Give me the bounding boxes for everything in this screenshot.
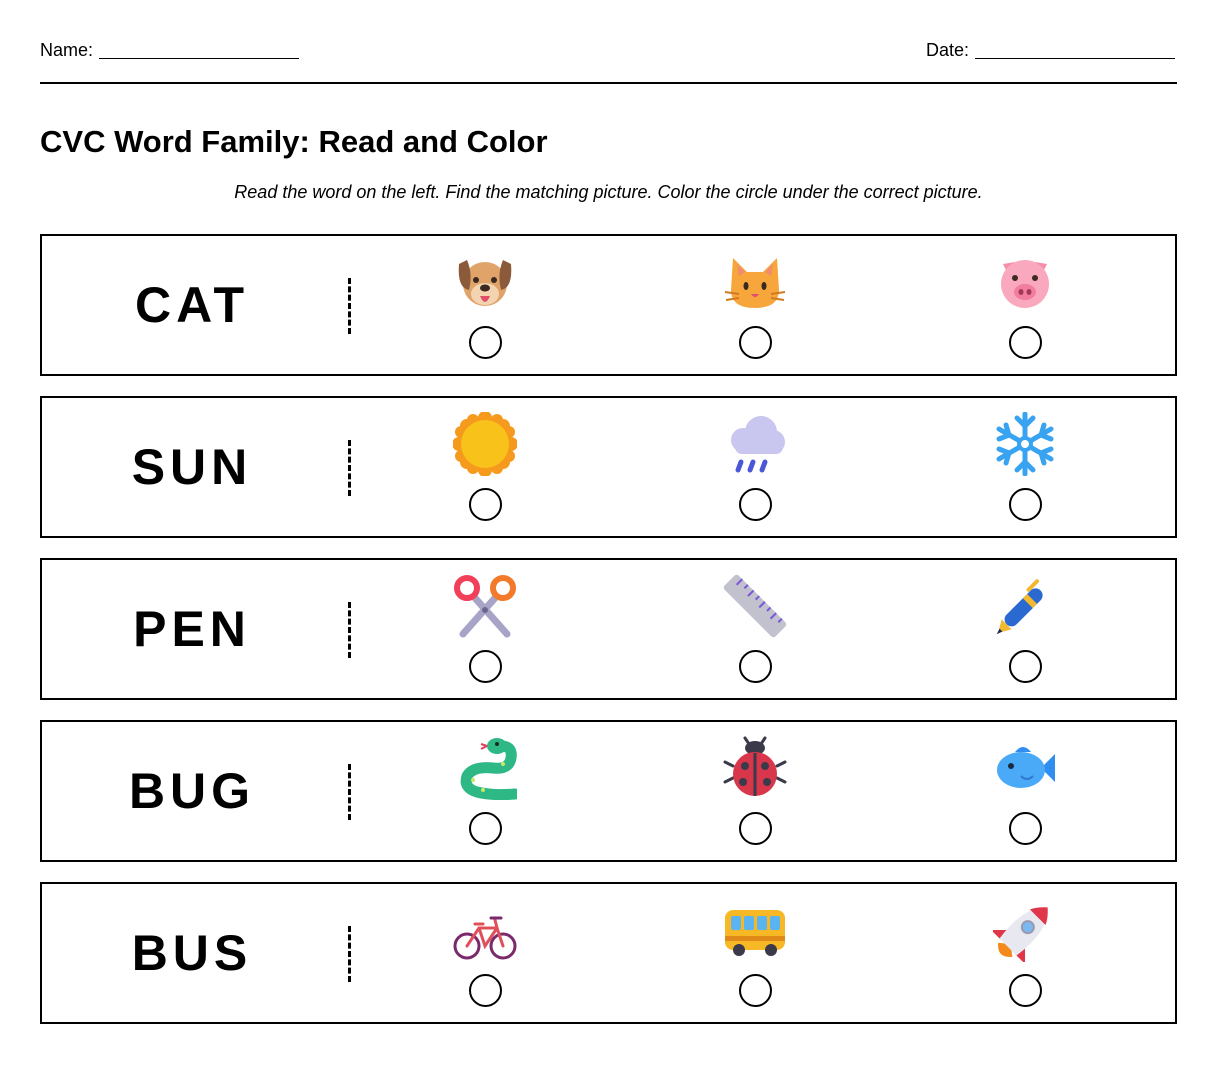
- cat-face-icon: [724, 258, 786, 308]
- answer-circle[interactable]: [739, 974, 772, 1007]
- answer-circle[interactable]: [1009, 488, 1042, 521]
- word-row: PEN: [40, 558, 1177, 700]
- dashed-divider: [348, 602, 351, 658]
- picture-choice: [715, 736, 795, 856]
- word-row: BUS: [40, 882, 1177, 1024]
- bus-icon: [725, 910, 785, 956]
- picture-choice: [445, 574, 525, 694]
- picture-choice: [445, 736, 525, 856]
- picture-choice: [445, 412, 525, 532]
- bicycle-icon: [453, 916, 517, 960]
- dashed-divider: [348, 440, 351, 496]
- dashed-divider: [348, 926, 351, 982]
- page-title: CVC Word Family: Read and Color: [40, 124, 548, 159]
- answer-circle[interactable]: [1009, 812, 1042, 845]
- answer-circle[interactable]: [739, 488, 772, 521]
- answer-circle[interactable]: [469, 326, 502, 359]
- scissors-icon: [454, 575, 516, 638]
- word-row: BUG: [40, 720, 1177, 862]
- picture-choice: [715, 412, 795, 532]
- rain-cloud-icon: [731, 416, 785, 473]
- dashed-divider: [348, 764, 351, 820]
- pen-icon: [996, 579, 1043, 635]
- name-label: Name:: [40, 40, 94, 60]
- snake-icon: [460, 738, 517, 800]
- row-word: SUN: [131, 439, 253, 495]
- ladybug-icon: [723, 736, 787, 796]
- rocket-icon: [993, 907, 1048, 962]
- word-row: SUN: [40, 396, 1177, 538]
- row-word: PEN: [133, 601, 251, 657]
- answer-circle[interactable]: [1009, 974, 1042, 1007]
- picture-choice: [715, 250, 795, 370]
- header-divider: [40, 82, 1177, 84]
- answer-circle[interactable]: [739, 326, 772, 359]
- ruler-icon: [723, 574, 787, 638]
- date-label: Date:: [926, 40, 970, 60]
- picture-choice: [985, 574, 1065, 694]
- picture-choice: [445, 898, 525, 1018]
- picture-choice: [985, 898, 1065, 1018]
- word-row: CAT: [40, 234, 1177, 376]
- date-field[interactable]: Date:: [926, 40, 1176, 61]
- answer-circle[interactable]: [1009, 650, 1042, 683]
- snowflake-icon: [996, 412, 1054, 476]
- picture-choice: [715, 574, 795, 694]
- row-word: BUS: [131, 925, 253, 981]
- picture-choice: [985, 250, 1065, 370]
- name-field[interactable]: Name:: [40, 40, 300, 61]
- name-line[interactable]: [99, 57, 300, 59]
- picture-choice: [985, 412, 1065, 532]
- answer-circle[interactable]: [1009, 326, 1042, 359]
- answer-circle[interactable]: [469, 974, 502, 1007]
- date-line[interactable]: [975, 57, 1176, 59]
- picture-choice: [715, 898, 795, 1018]
- instructions: Read the word on the left. Find the matc…: [234, 182, 983, 202]
- pig-face-icon: [1001, 260, 1049, 308]
- answer-circle[interactable]: [469, 488, 502, 521]
- answer-circle[interactable]: [469, 650, 502, 683]
- picture-choice: [985, 736, 1065, 856]
- answer-circle[interactable]: [739, 650, 772, 683]
- sun-icon: [453, 412, 517, 476]
- answer-circle[interactable]: [739, 812, 772, 845]
- fish-icon: [997, 747, 1055, 788]
- row-word: BUG: [128, 763, 256, 819]
- row-word: CAT: [134, 277, 250, 333]
- answer-circle[interactable]: [469, 812, 502, 845]
- dashed-divider: [348, 278, 351, 334]
- dog-face-icon: [458, 260, 512, 306]
- picture-choice: [445, 250, 525, 370]
